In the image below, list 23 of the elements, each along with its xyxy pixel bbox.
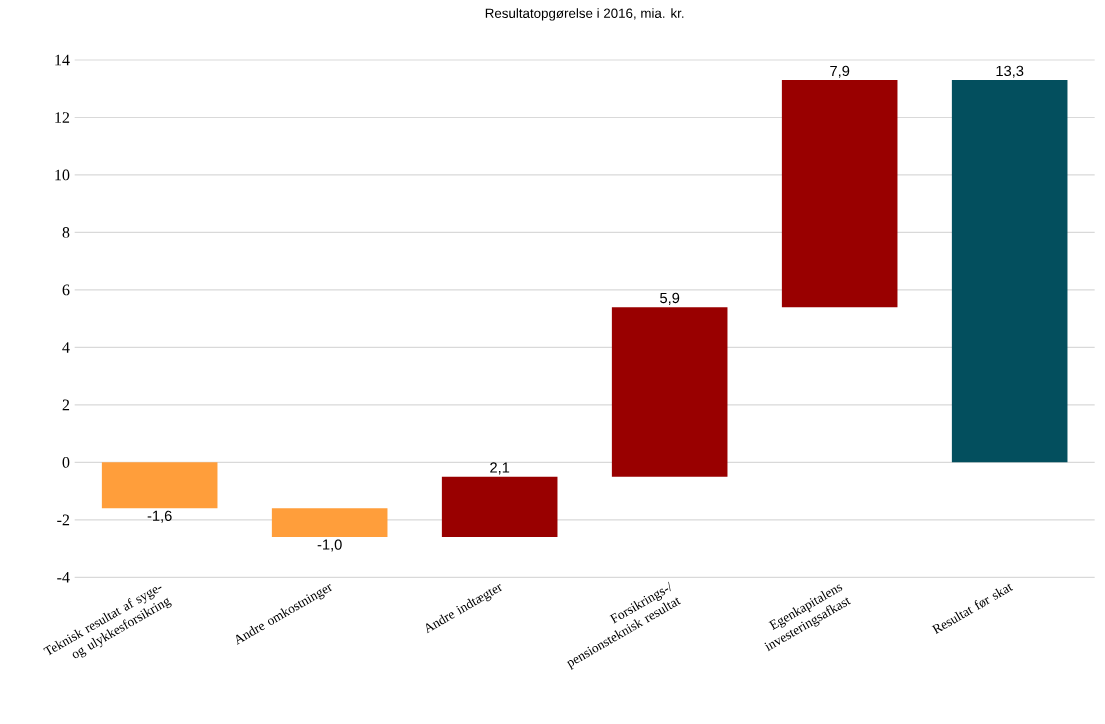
bar: [271, 508, 388, 538]
data-label: -1,6: [147, 510, 172, 523]
data-label: 13,3: [996, 65, 1024, 78]
bar: [951, 80, 1068, 463]
bar: [611, 307, 728, 477]
y-tick-label: 2: [62, 399, 70, 411]
data-label: 2,1: [490, 462, 510, 475]
bar: [441, 476, 558, 538]
y-tick-label: -4: [57, 572, 70, 583]
y-tick-label: 6: [62, 284, 70, 296]
bar: [101, 462, 218, 509]
chart-title: Resultatopgørelse i 2016, mia. kr.: [485, 8, 684, 21]
y-tick-label: 4: [62, 342, 70, 353]
y-tick-label: 10: [55, 169, 70, 181]
bar: [781, 80, 898, 308]
data-label: 7,9: [830, 65, 850, 78]
y-tick-label: 8: [62, 227, 70, 238]
data-label: 5,9: [660, 292, 680, 305]
y-tick-label: 12: [55, 112, 70, 123]
y-tick-label: -2: [57, 514, 70, 526]
data-label: -1,0: [317, 539, 342, 552]
y-tick-label: 0: [62, 456, 70, 468]
y-tick-label: 14: [55, 54, 70, 66]
